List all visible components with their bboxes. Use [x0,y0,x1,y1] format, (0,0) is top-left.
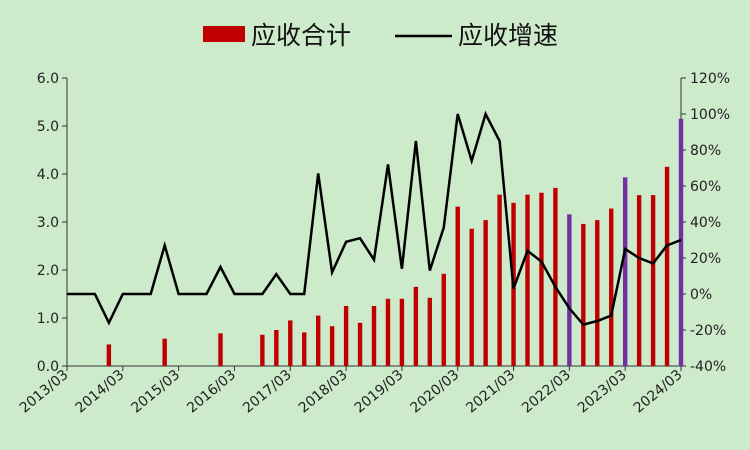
x-tick-label: 2017/03 [240,367,295,417]
growth-line [67,110,682,327]
x-tick-label: 2015/03 [128,367,183,417]
legend-line-label: 应收增速 [458,21,558,50]
bar [595,220,600,366]
bar [413,286,419,366]
x-tick-label: 2020/03 [407,367,462,417]
right-tick-label: -40% [690,359,726,375]
bar [371,306,377,366]
bar-series [106,118,684,366]
bar [399,298,405,366]
legend-bar-label: 应收合计 [251,21,351,50]
legend-bar-swatch [203,26,245,42]
bar [329,326,335,366]
bar [343,306,349,366]
bar [483,220,488,366]
x-tick-label: 2023/03 [575,367,630,417]
right-tick-label: -20% [690,323,726,339]
left-tick-label: 6.0 [37,71,59,87]
bar [288,320,293,366]
bar [274,330,279,366]
right-tick-label: 60% [690,179,721,195]
right-tick-label: 20% [690,251,721,267]
x-tick-label: 2024/03 [631,367,686,417]
bar [539,192,544,366]
x-tick-label: 2018/03 [296,367,351,417]
bar [664,166,670,366]
bar [581,223,586,366]
bar [678,118,684,366]
bar [302,332,307,366]
bar [636,195,642,366]
right-tick-label: 100% [690,107,730,123]
bar [469,228,474,366]
bar [567,214,572,366]
bar [357,322,363,366]
x-tick-label: 2021/03 [463,367,518,417]
left-tick-label: 5.0 [37,119,59,135]
bar [106,344,112,366]
legend: 应收合计 应收增速 [203,21,558,50]
right-tick-label: 120% [690,71,730,87]
left-tick-label: 4.0 [37,167,59,183]
left-tick-label: 1.0 [37,311,59,327]
bar [385,298,391,366]
x-tick-label: 2019/03 [352,367,407,417]
left-tick-label: 3.0 [37,215,59,231]
bar [455,206,460,366]
bar [650,195,656,366]
bar [622,177,628,366]
bar [260,334,265,366]
x-tick-label: 2022/03 [519,367,574,417]
bar [162,338,167,366]
bar [497,194,502,366]
growth-line-series [67,110,682,327]
bar [441,273,446,366]
bar [315,315,321,366]
right-tick-label: 80% [690,143,721,159]
bar [609,208,614,366]
x-tick-label: 2016/03 [184,367,239,417]
bar [218,333,223,366]
left-tick-label: 0.0 [37,359,59,375]
x-tick-label: 2014/03 [73,367,128,417]
right-tick-label: 40% [690,215,721,231]
bar [427,297,433,366]
bar [553,187,558,366]
bar [525,194,530,366]
right-tick-label: 0% [690,287,712,303]
left-tick-label: 2.0 [37,263,59,279]
